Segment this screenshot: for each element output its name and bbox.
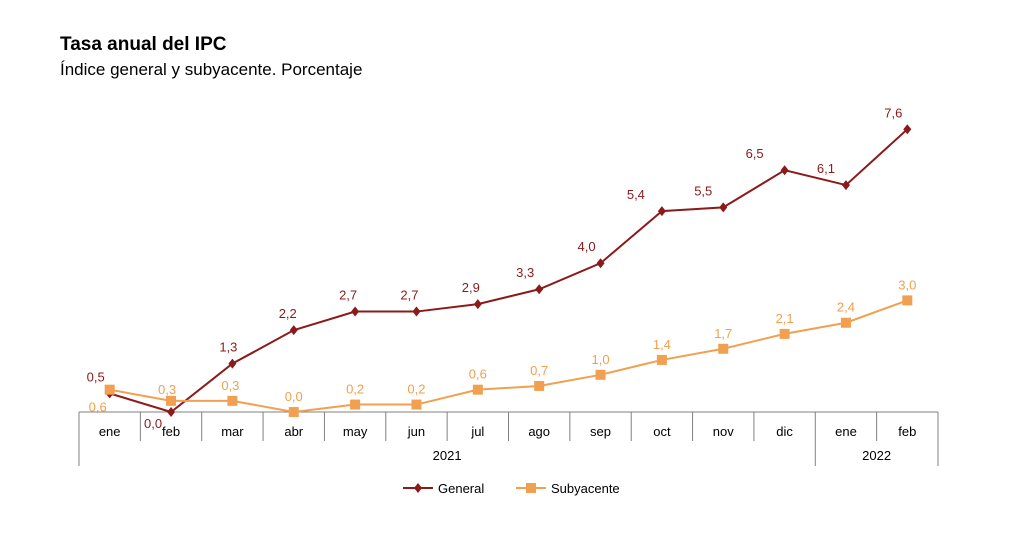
- x-tick-label: nov: [713, 424, 734, 439]
- data-point: [472, 384, 483, 395]
- data-label: 2,9: [462, 280, 480, 295]
- data-label: 5,4: [627, 187, 645, 202]
- data-label: 0,3: [221, 378, 239, 393]
- data-point: [534, 380, 545, 391]
- data-point: [718, 343, 729, 354]
- data-label: 0,6: [469, 367, 487, 382]
- data-point: [104, 384, 115, 395]
- data-point: [595, 369, 606, 380]
- series-line-general: [109, 128, 908, 414]
- x-tick-label: dic: [776, 424, 793, 439]
- data-point: [780, 165, 789, 176]
- data-label: 4,0: [577, 239, 595, 254]
- x-tick-label: mar: [221, 424, 244, 439]
- data-label: 0,0: [285, 389, 303, 404]
- data-point: [167, 407, 176, 417]
- x-tick-label: may: [343, 424, 368, 439]
- data-label: 2,2: [279, 306, 297, 321]
- data-label: 0,0: [144, 416, 162, 431]
- data-label: 0,5: [87, 369, 105, 384]
- data-point: [288, 407, 299, 417]
- data-point: [411, 399, 422, 410]
- x-tick-label: oct: [653, 424, 671, 439]
- data-point: [779, 328, 790, 339]
- data-label: 2,7: [339, 288, 357, 303]
- data-point: [902, 295, 913, 306]
- x-tick-label: ago: [528, 424, 550, 439]
- data-point: [903, 124, 912, 135]
- x-tick-label: abr: [284, 424, 303, 439]
- data-label: 0,2: [346, 382, 364, 397]
- legend-label: Subyacente: [551, 481, 620, 496]
- data-label: 0,2: [407, 382, 425, 397]
- data-label: 1,7: [714, 326, 732, 341]
- data-point: [656, 354, 667, 365]
- data-label: 5,5: [694, 183, 712, 198]
- data-label: 3,0: [898, 277, 916, 292]
- data-label: 0,6: [89, 400, 107, 415]
- x-tick-label: jun: [407, 424, 425, 439]
- data-label: 2,1: [776, 311, 794, 326]
- data-label: 1,0: [591, 352, 609, 367]
- legend-label: General: [438, 481, 484, 496]
- x-tick-label: ene: [835, 424, 857, 439]
- x-tick-label: feb: [898, 424, 916, 439]
- data-label: 1,3: [219, 340, 237, 355]
- chart-title: Tasa anual del IPC: [60, 34, 227, 55]
- data-label: 0,3: [158, 382, 176, 397]
- data-point: [227, 395, 238, 406]
- data-point: [535, 284, 544, 295]
- data-label: 1,4: [653, 337, 671, 352]
- data-point: [719, 202, 728, 213]
- data-label: 0,7: [530, 363, 548, 378]
- legend-marker: [414, 483, 422, 493]
- x-tick-label: ene: [99, 424, 121, 439]
- x-tick-label: sep: [590, 424, 611, 439]
- x-tick-label: feb: [162, 424, 180, 439]
- data-label: 2,4: [837, 300, 855, 315]
- data-label: 2,7: [400, 288, 418, 303]
- data-point: [412, 306, 421, 317]
- data-point: [289, 325, 298, 336]
- year-label: 2021: [433, 448, 462, 463]
- data-point: [351, 306, 360, 317]
- x-tick-label: jul: [470, 424, 484, 439]
- legend-marker: [526, 483, 536, 493]
- chart-subtitle: Índice general y subyacente. Porcentaje: [60, 60, 363, 79]
- data-label: 6,5: [746, 146, 764, 161]
- data-point: [228, 358, 237, 369]
- data-point: [841, 180, 850, 191]
- year-label: 2022: [862, 448, 891, 463]
- data-label: 3,3: [516, 265, 534, 280]
- data-label: 7,6: [884, 105, 902, 120]
- series-line-subyacente: [109, 299, 908, 414]
- data-point: [473, 299, 482, 310]
- data-point: [596, 258, 605, 269]
- data-point: [166, 395, 177, 406]
- data-point: [350, 399, 361, 410]
- data-point: [840, 317, 851, 328]
- data-label: 6,1: [817, 161, 835, 176]
- data-point: [657, 206, 666, 217]
